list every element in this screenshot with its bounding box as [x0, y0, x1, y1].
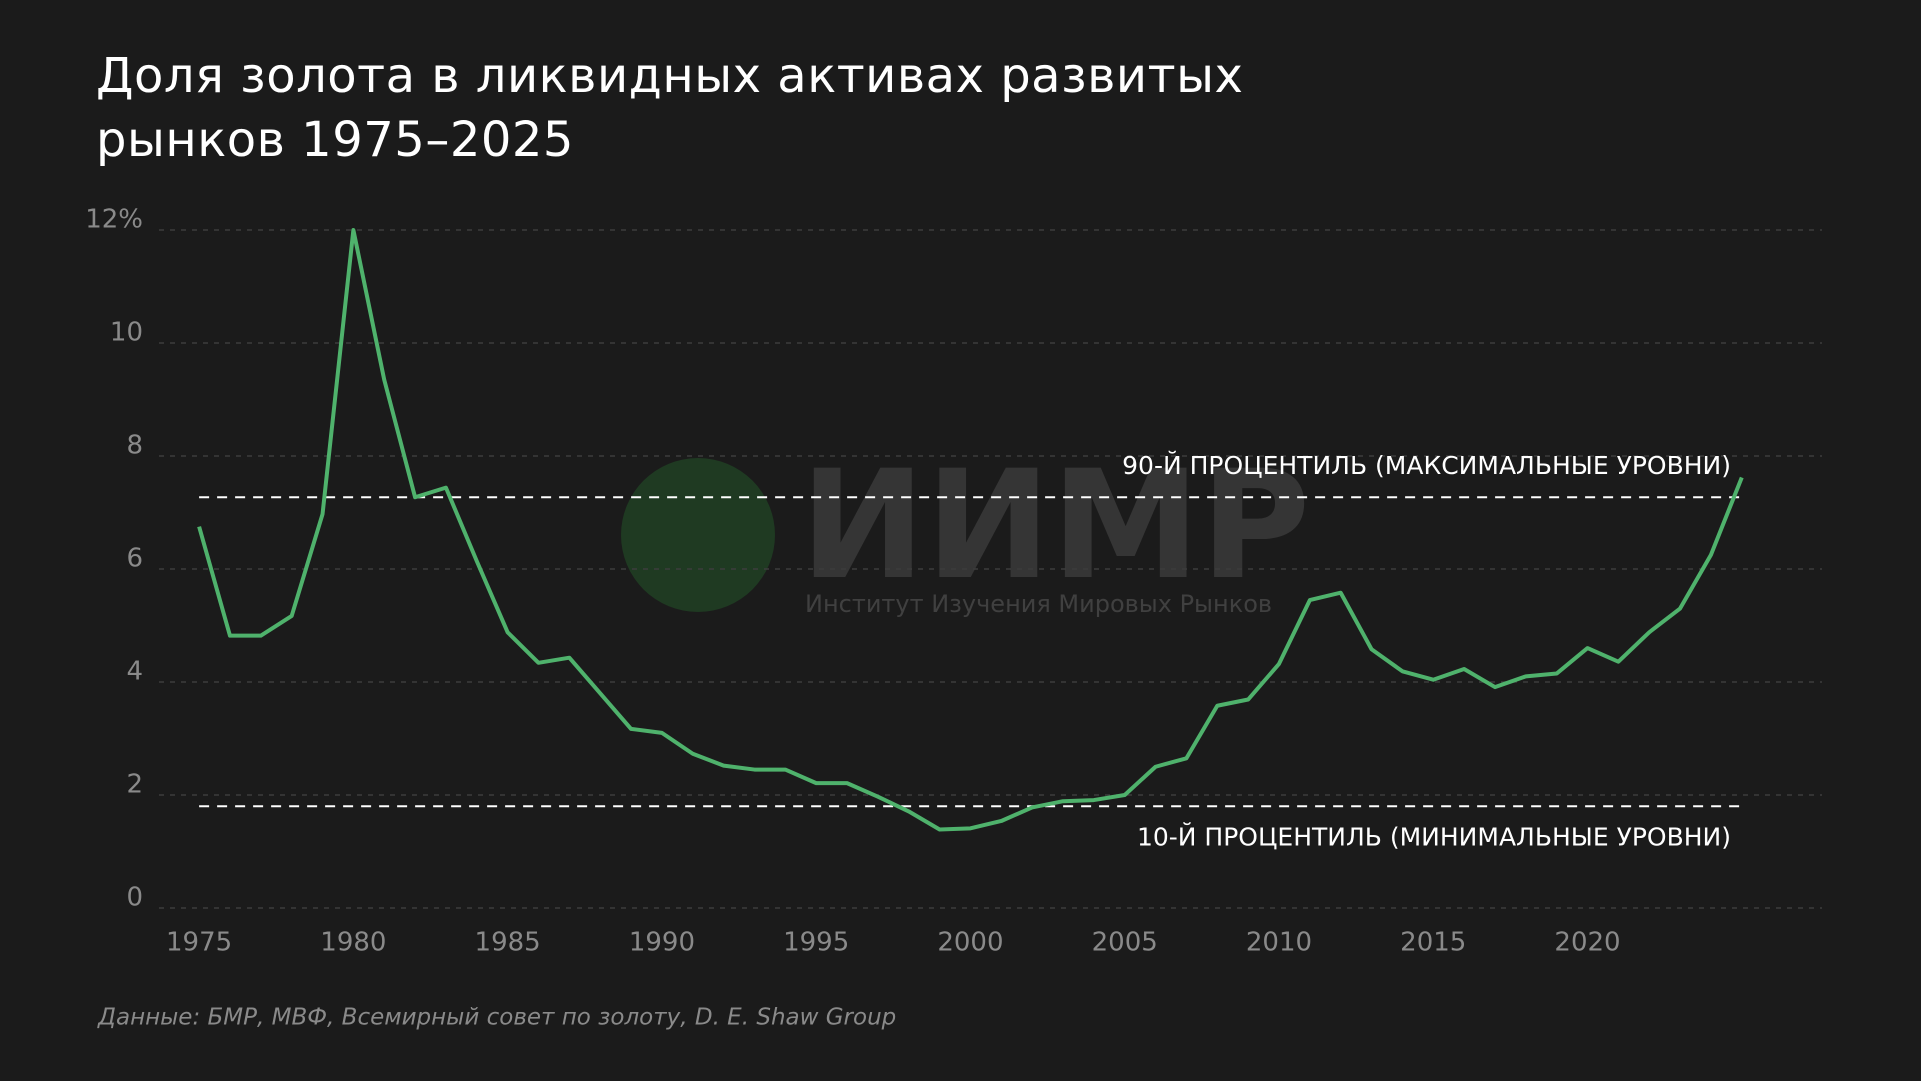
x-tick-label: 2015 — [1400, 928, 1466, 958]
y-tick-label: 8 — [126, 431, 143, 461]
y-tick-label: 10 — [110, 318, 143, 348]
y-tick-label: 2 — [126, 770, 143, 800]
y-tick-label: 6 — [126, 544, 143, 574]
reference-label: 10-Й ПРОЦЕНТИЛЬ (МИНИМАЛЬНЫЕ УРОВНИ) — [1137, 822, 1731, 851]
reference-label: 90-Й ПРОЦЕНТИЛЬ (МАКСИМАЛЬНЫЕ УРОВНИ) — [1122, 451, 1731, 480]
x-tick-label: 2020 — [1554, 928, 1620, 958]
y-tick-label: 0 — [126, 883, 143, 913]
data-line — [197, 228, 1744, 832]
x-tick-label: 1985 — [475, 928, 541, 958]
watermark-logo: ИИМР — [800, 439, 1310, 613]
x-tick-label: 1990 — [629, 928, 695, 958]
x-tick-label: 1995 — [783, 928, 849, 958]
source-note: Данные: БМР, МВФ, Всемирный совет по зол… — [97, 1005, 896, 1031]
x-tick-label: 2000 — [937, 928, 1003, 958]
y-tick-label: 12% — [85, 205, 143, 235]
y-tick-label: 4 — [126, 657, 143, 687]
x-tick-label: 1975 — [166, 928, 232, 958]
watermark-logo-icon — [621, 458, 775, 612]
x-tick-label: 2010 — [1246, 928, 1312, 958]
watermark-name: Институт Изучения Мировых Рынков — [805, 590, 1272, 618]
x-tick-label: 1980 — [320, 928, 386, 958]
chart-title: Доля золота в ликвидных активах развитых… — [96, 48, 1244, 168]
x-tick-label: 2005 — [1092, 928, 1158, 958]
